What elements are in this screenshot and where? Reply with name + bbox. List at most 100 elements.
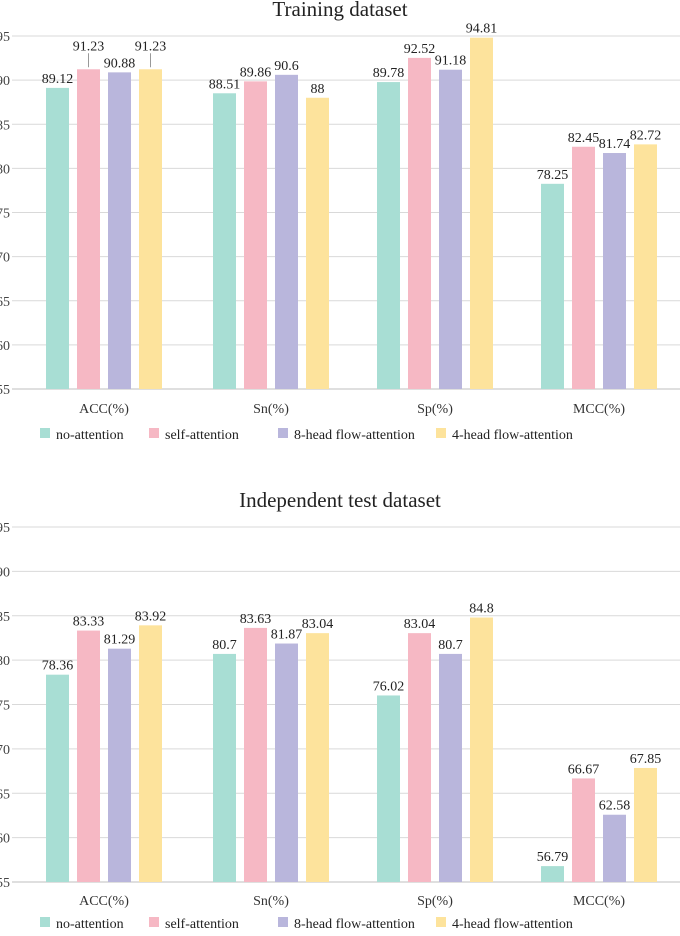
category-label: Sp(%) [417,894,453,909]
legend-swatch [149,917,159,927]
data-label: 90.88 [104,56,136,71]
bar-4-head-flow-attention-3 [470,617,493,882]
legend-label: 4-head flow-attention [452,428,573,443]
legend-label: no-attention [56,428,124,443]
data-label: 83.33 [73,615,105,630]
data-label: 83.92 [135,609,167,624]
legend-swatch [149,428,159,438]
y-tick-label: 95 [0,521,10,536]
data-label: 84.8 [469,602,494,617]
bar-4-head-flow-attention-3 [470,37,493,389]
y-tick-label: 55 [0,876,10,891]
bar-self-attention-4 [572,778,595,882]
data-label: 92.52 [404,42,436,57]
y-tick-label: 85 [0,610,10,625]
chart-title: Independent test dataset [239,488,441,512]
y-tick-label: 60 [0,832,10,847]
bar-no-attention-1 [46,674,69,882]
bar-8-head-flow-attention-3 [439,653,462,882]
data-label: 81.29 [104,633,136,648]
bar-8-head-flow-attention-1 [108,648,131,882]
legend-label: no-attention [56,917,124,931]
data-label: 89.12 [42,72,74,87]
category-label: MCC(%) [573,402,625,417]
bar-8-head-flow-attention-2 [275,74,298,389]
data-label: 89.86 [240,65,272,80]
bar-no-attention-2 [213,93,236,390]
bar-4-head-flow-attention-1 [139,69,162,389]
bar-4-head-flow-attention-4 [634,767,657,882]
y-tick-label: 85 [0,118,10,133]
data-label: 82.72 [630,128,662,143]
y-tick-label: 70 [0,251,10,266]
y-tick-label: 95 [0,30,10,45]
bar-no-attention-4 [541,866,564,882]
y-tick-label: 75 [0,207,10,222]
legend-label: self-attention [165,428,239,443]
bar-4-head-flow-attention-2 [306,633,329,882]
bar-self-attention-4 [572,146,595,389]
data-label: 83.04 [302,617,334,632]
data-label: 62.58 [599,799,631,814]
data-label: 89.78 [373,66,405,81]
data-label: 91.23 [135,39,167,54]
data-label: 80.7 [212,638,237,653]
data-label: 82.45 [568,131,600,146]
data-label: 91.23 [73,39,105,54]
category-label: MCC(%) [573,894,625,909]
legend: no-attention self-attention 8-head flow-at… [40,917,573,932]
bar-no-attention-4 [541,183,564,389]
bar-8-head-flow-attention-2 [275,643,298,882]
bar-8-head-flow-attention-4 [603,814,626,882]
data-label: 67.85 [630,752,662,767]
data-label: 88 [311,82,325,97]
chart-panel-2: Independent test dataset 55 60 65 70 75 80 85 90… [0,488,680,932]
category-label: Sp(%) [417,402,453,417]
bar-no-attention-3 [377,695,400,882]
legend-label: 8-head flow-attention [294,428,415,443]
bar-self-attention-1 [77,630,100,882]
legend-swatch [436,428,446,438]
bar-4-head-flow-attention-2 [306,97,329,390]
bar-4-head-flow-attention-1 [139,625,162,882]
y-tick-label: 75 [0,699,10,714]
legend-swatch [40,917,50,927]
data-label: 81.87 [271,628,303,643]
bar-no-attention-3 [377,82,400,389]
category-label: ACC(%) [79,402,129,417]
data-label: 78.25 [537,168,569,183]
y-tick-label: 90 [0,565,10,580]
data-label: 83.04 [404,617,436,632]
bar-self-attention-1 [77,69,100,389]
y-tick-label: 65 [0,787,10,802]
bar-no-attention-2 [213,653,236,882]
bar-8-head-flow-attention-1 [108,72,131,389]
y-tick-label: 70 [0,743,10,758]
bar-no-attention-1 [46,87,69,390]
y-tick-label: 55 [0,383,10,398]
bar-self-attention-2 [244,627,267,882]
data-label: 88.51 [209,77,241,92]
data-label: 80.7 [438,638,463,653]
bar-8-head-flow-attention-3 [439,69,462,390]
legend-label: self-attention [165,917,239,931]
bar-8-head-flow-attention-4 [603,153,626,389]
legend-swatch [436,917,446,927]
category-label: Sn(%) [253,894,289,909]
bar-self-attention-3 [408,633,431,882]
category-label: Sn(%) [253,402,289,417]
data-label: 76.02 [373,679,405,694]
legend-swatch [278,917,288,927]
y-tick-label: 80 [0,162,10,177]
data-label: 56.79 [537,850,569,865]
category-label: ACC(%) [79,894,129,909]
data-label: 83.63 [240,612,272,627]
y-tick-label: 80 [0,654,10,669]
bar-self-attention-3 [408,57,431,390]
legend-label: 8-head flow-attention [294,917,415,931]
legend-swatch [40,428,50,438]
legend-swatch [278,428,288,438]
data-label: 94.81 [466,22,498,37]
legend: no-attention self-attention 8-head flow-at… [40,428,573,443]
legend-label: 4-head flow-attention [452,917,573,931]
